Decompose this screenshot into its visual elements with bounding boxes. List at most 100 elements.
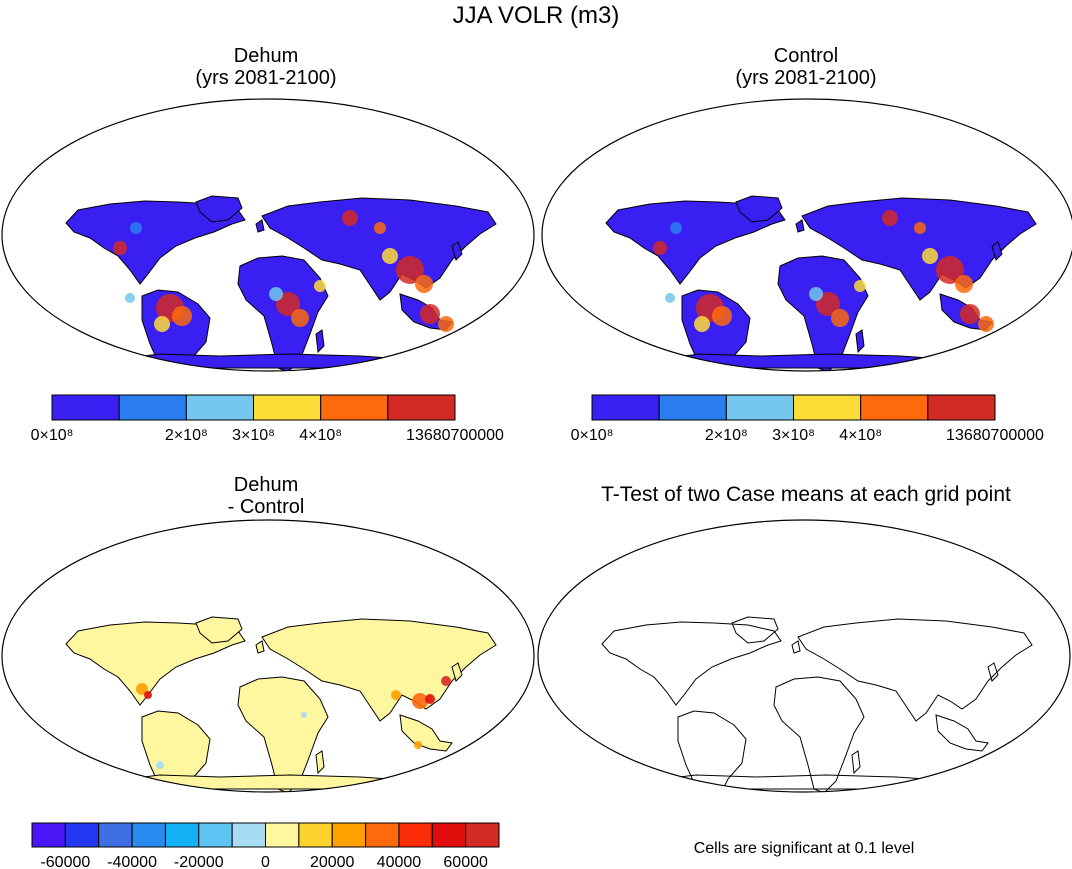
hotspot-cell — [978, 316, 994, 332]
colorbar-box — [331, 822, 367, 848]
colorbar-box — [591, 394, 660, 421]
map-frame — [537, 519, 1071, 793]
colorbar-tick-label: 13680700000 — [946, 427, 1044, 444]
colorbar-tick-label: 20000 — [310, 854, 355, 869]
hotspot-cell — [922, 248, 938, 264]
difference-cell — [425, 694, 435, 704]
colorbar-box — [298, 822, 333, 848]
hotspot-cell — [396, 256, 424, 284]
continent-greenland — [195, 616, 243, 644]
hotspot-cell — [291, 309, 309, 327]
map-frame — [1, 98, 535, 372]
colorbar-tick-label: 4×10⁸ — [299, 427, 342, 444]
control-title-line2: (yrs 2081-2100) — [735, 67, 877, 89]
colorbar-box — [860, 394, 929, 421]
hotspot-cell — [113, 241, 127, 255]
continent-nz — [1026, 801, 1034, 815]
hotspot-cell — [342, 210, 358, 226]
dehum-title: Dehum (yrs 2081-2100) — [116, 45, 416, 89]
map-ocean — [542, 99, 1072, 371]
continent-japan — [451, 662, 463, 682]
hotspot-cell — [382, 248, 398, 264]
colorbar-tick-label: -60000 — [40, 854, 90, 869]
continent-australia — [417, 758, 477, 792]
hotspot-cell — [914, 222, 926, 234]
continent-australia — [957, 337, 1017, 371]
continent-madagascar — [315, 329, 325, 354]
colorbar-box — [198, 822, 233, 848]
continent-ukisles — [255, 640, 265, 654]
hotspot-cell — [438, 316, 454, 332]
hotspot-cell — [670, 222, 682, 234]
dehum-title-line2: (yrs 2081-2100) — [195, 67, 337, 89]
colorbar-box — [365, 822, 400, 848]
difference-cell — [144, 691, 152, 699]
continent-namerica — [605, 200, 786, 285]
dehum-title-line1: Dehum — [233, 45, 299, 67]
hotspot-cell — [665, 293, 675, 303]
continent-japan — [991, 241, 1003, 261]
hotspot-cell — [276, 292, 300, 316]
hotspot-cell — [960, 304, 980, 324]
hotspot-cell — [831, 309, 849, 327]
hotspot-cell — [694, 316, 710, 332]
colorbar-box — [265, 822, 300, 848]
difference-cell — [301, 712, 307, 718]
colorbar-tick-label: 3×10⁸ — [232, 427, 275, 444]
colorbar-tick-label: 2×10⁸ — [165, 427, 208, 444]
colorbar-tick-label: 0 — [261, 854, 270, 869]
colorbar-box — [465, 822, 500, 848]
hotspot-cell — [882, 210, 898, 226]
continent-greenland — [731, 616, 779, 644]
colorbar-tick-label: 0×10⁸ — [571, 427, 614, 444]
difference-map — [1, 519, 535, 793]
diff-title: Dehum - Control — [116, 474, 416, 518]
control-colorbar: 0×10⁸ 2×10⁸ 3×10⁸ 4×10⁸ 13680700000 — [571, 394, 1044, 444]
difference-cell — [156, 761, 164, 769]
continent-eurasia — [797, 618, 1033, 722]
hotspot-cell — [712, 306, 732, 326]
colorbar-tick-label: 13680700000 — [406, 427, 504, 444]
diff-title-line2: - Control — [227, 496, 305, 518]
colorbar-box — [387, 394, 456, 421]
hotspot-cell — [269, 287, 283, 301]
hotspot-cell — [314, 280, 326, 292]
hotspot-cell — [415, 275, 433, 293]
continent-seasia — [399, 714, 453, 752]
colorbar-box — [927, 394, 996, 421]
colorbar-box — [253, 394, 322, 421]
colorbar-box — [793, 394, 862, 421]
colorbar-tick-label: -40000 — [107, 854, 157, 869]
colorbar-tick-label: 60000 — [443, 854, 488, 869]
colorbar-box — [98, 822, 133, 848]
hotspot-cell — [130, 222, 142, 234]
colorbar-box — [231, 822, 266, 848]
colorbar-box — [164, 822, 200, 848]
hotspot-cell — [374, 222, 386, 234]
difference-cell — [414, 741, 422, 749]
colorbar-tick-label: 40000 — [377, 854, 422, 869]
continent-ukisles — [791, 640, 801, 654]
continent-africa — [237, 676, 329, 792]
difference-cell — [136, 683, 148, 695]
colorbar-tick-label: -20000 — [174, 854, 224, 869]
continent-greenland — [195, 195, 243, 223]
continent-japan — [987, 662, 999, 682]
continent-japan — [451, 241, 463, 261]
hotspot-cell — [936, 256, 964, 284]
colorbar-tick-label: 4×10⁸ — [839, 427, 882, 444]
ttest-title: T-Test of two Case means at each grid po… — [601, 483, 1011, 506]
dehum-colorbar: 0×10⁸ 2×10⁸ 3×10⁸ 4×10⁸ 13680700000 — [31, 394, 504, 444]
continent-namerica — [601, 621, 782, 706]
colorbar-box — [64, 822, 100, 848]
hotspot-cell — [154, 316, 170, 332]
colorbar-box — [31, 822, 66, 848]
continent-africa — [773, 676, 865, 792]
hotspot-cell — [125, 293, 135, 303]
ttest-map — [537, 519, 1071, 793]
colorbar-box — [51, 394, 120, 421]
colorbar-box — [398, 822, 433, 848]
difference-cell — [391, 690, 401, 700]
continent-ukisles — [255, 219, 265, 233]
hotspot-cell — [420, 304, 440, 324]
